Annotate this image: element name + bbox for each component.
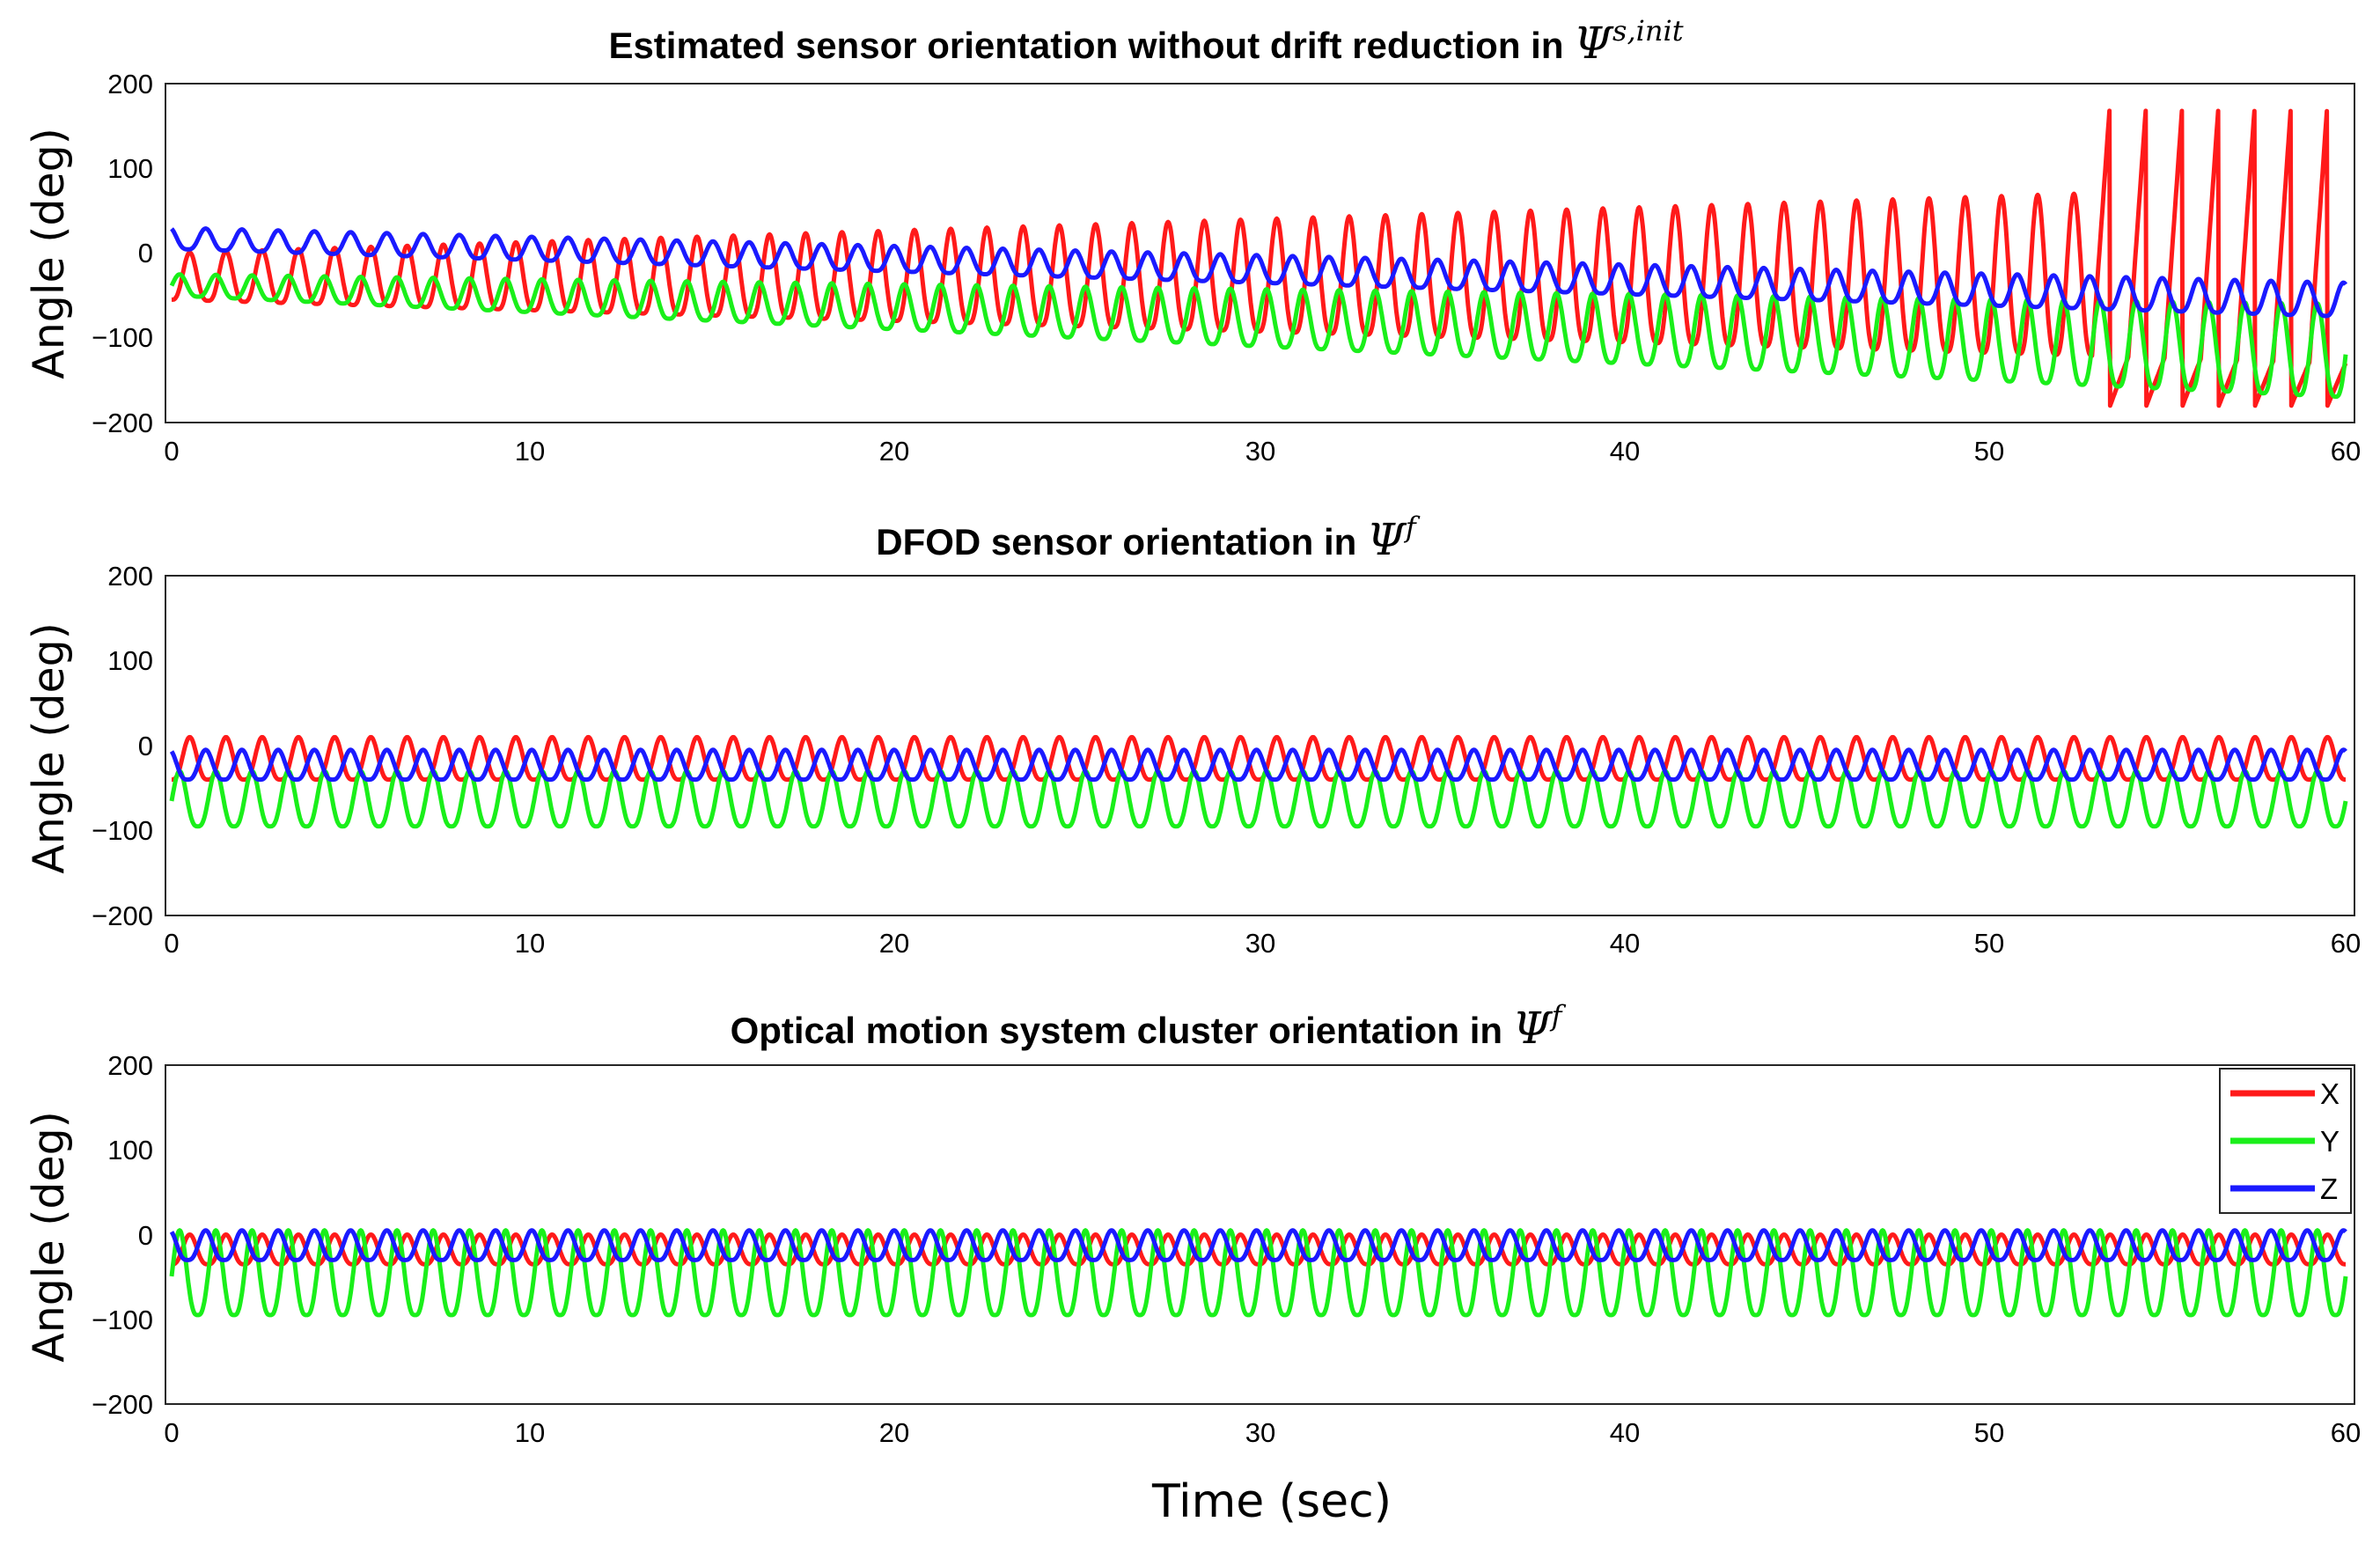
chart-2-y-ticks: 200 100 0 −100 −200 [92,561,153,931]
legend: X Y Z [2219,1068,2352,1214]
chart-1-xtick: 20 [879,436,909,467]
chart-2-ytick: 200 [107,561,153,592]
chart-1-series-z-line [170,226,2348,319]
chart-panel-3: Optical motion system cluster orientatio… [24,999,2361,1448]
chart-3-ytick: 100 [107,1135,153,1165]
chart-panel-2: DFOD sensor orientation in Ψf Angle (deg… [24,511,2361,959]
chart-3-ytick: 0 [138,1220,153,1251]
chart-3-xtick: 60 [2331,1417,2361,1448]
chart-2-xtick: 20 [879,928,909,959]
chart-1-ytick: −100 [92,322,153,353]
chart-2-series-z-line [169,747,2347,783]
chart-1-xtick: 30 [1245,436,1275,467]
chart-2-xtick: 50 [1974,928,2004,959]
chart-3-xtick: 20 [879,1417,909,1448]
chart-3-plot-area [169,1228,2348,1318]
chart-1-axes-box [165,83,2355,423]
chart-1-ylabel: Angle (deg) [24,128,74,379]
chart-1-y-ticks: 200 100 0 −100 −200 [92,69,153,438]
chart-3-y-ticks: 200 100 0 −100 −200 [92,1050,153,1420]
chart-2-ytick: −100 [92,815,153,846]
chart-2-xtick: 40 [1610,928,1640,959]
chart-3-xtick: 50 [1974,1417,2004,1448]
legend-label-z: Z [2320,1173,2338,1205]
chart-2-plot-area [169,734,2348,829]
chart-2-axes-box [165,575,2355,916]
chart-1-series-y-line [169,272,2348,400]
chart-2-ytick: 0 [138,731,153,761]
chart-1-xtick: 40 [1610,436,1640,467]
chart-2-ytick: 100 [107,645,153,676]
chart-3-ytick: 200 [107,1050,153,1081]
chart-1-xtick: 10 [515,436,545,467]
chart-3-ytick: −200 [92,1389,153,1420]
chart-1-ytick: 200 [107,69,153,99]
x-axis-label: Time (sec) [1151,1475,1392,1528]
chart-1-plot-area [169,108,2348,408]
chart-3-title: Optical motion system cluster orientatio… [731,999,1567,1054]
chart-1-xtick: 0 [164,436,179,467]
chart-panel-1: Estimated sensor orientation without dri… [24,14,2361,467]
chart-1-ytick: −200 [92,408,153,438]
legend-label-y: Y [2320,1125,2340,1158]
chart-2-title: DFOD sensor orientation in Ψf [876,511,1421,565]
chart-2-series-x-line [170,734,2347,783]
chart-2-xtick: 30 [1245,928,1275,959]
chart-3-xtick: 40 [1610,1417,1640,1448]
chart-1-x-ticks: 0 10 20 30 40 50 60 [164,436,2361,467]
chart-3-ytick: −100 [92,1305,153,1335]
chart-2-ytick: −200 [92,901,153,931]
chart-2-xtick: 60 [2331,928,2361,959]
chart-2-x-ticks: 0 10 20 30 40 50 60 [164,928,2361,959]
chart-1-ytick: 0 [138,238,153,268]
chart-2-xtick: 0 [164,928,179,959]
chart-1-ytick: 100 [107,153,153,184]
chart-3-ylabel: Angle (deg) [24,1111,74,1363]
chart-1-title: Estimated sensor orientation without dri… [608,14,1683,69]
chart-1-xtick: 60 [2331,436,2361,467]
chart-3-series-y-line [169,1228,2348,1318]
legend-label-x: X [2320,1077,2340,1110]
chart-2-series-y-line [169,768,2348,829]
chart-3-xtick: 30 [1245,1417,1275,1448]
chart-3-x-ticks: 0 10 20 30 40 50 60 [164,1417,2361,1448]
chart-3-series-z-line [169,1228,2347,1262]
chart-2-xtick: 10 [515,928,545,959]
chart-1-xtick: 50 [1974,436,2004,467]
chart-2-ylabel: Angle (deg) [24,622,74,874]
chart-3-xtick: 10 [515,1417,545,1448]
chart-3-xtick: 0 [164,1417,179,1448]
